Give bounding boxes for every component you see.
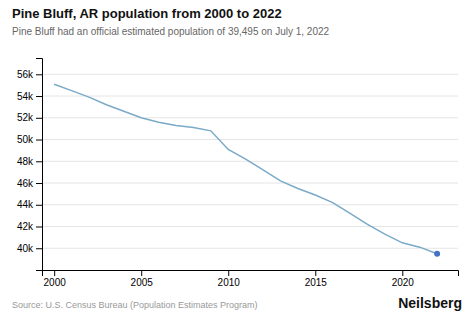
y-tick-mark [36, 118, 42, 119]
grid-line [42, 117, 458, 118]
y-tick: 48k [17, 156, 42, 167]
grid-line [42, 226, 458, 227]
x-tick-mark [315, 270, 316, 276]
y-tick-label: 42k [17, 221, 34, 232]
x-tick-label: 2000 [44, 277, 67, 288]
point [434, 251, 440, 257]
subtitle: Pine Bluff had an official estimated pop… [12, 26, 330, 37]
watermark: Neilsberg [398, 295, 462, 311]
y-tick-mark [36, 140, 42, 141]
grid-line [42, 183, 458, 184]
y-tick-mark [36, 248, 42, 249]
y-tick-label: 48k [17, 156, 34, 167]
plot: 2000 2005 2010 2015 2020 40k 42k 44k 46k 48k 50k 52… [17, 59, 459, 289]
y-tick-mark [36, 96, 42, 97]
y-axis-line [36, 59, 43, 271]
y-tick: 40k [17, 243, 42, 254]
y-tick: 44k [17, 199, 42, 210]
y-tick-label: 40k [17, 243, 34, 254]
y-tick-mark [36, 74, 42, 75]
y-tick: 54k [17, 91, 42, 102]
grid-line [42, 248, 458, 249]
y-tick-label: 44k [17, 199, 34, 210]
y-tick: 56k [17, 69, 42, 80]
grid-line [42, 139, 458, 140]
line [54, 84, 437, 253]
x-tick-label: 2010 [218, 277, 241, 288]
y-tick-label: 50k [17, 134, 34, 145]
y-tick-label: 54k [17, 91, 34, 102]
x-axis: 2000 2005 2010 2015 2020 [43, 270, 459, 288]
y-tick-mark [36, 227, 42, 228]
chart: Pine Bluff, AR population from 2000 to 2… [0, 0, 474, 316]
x-tick: 2010 [218, 270, 241, 288]
marks [54, 84, 440, 256]
y-tick: 50k [17, 134, 42, 145]
y-tick: 46k [17, 178, 42, 189]
y-tick-mark [36, 183, 42, 184]
x-tick-label: 2020 [392, 277, 415, 288]
x-tick-label: 2005 [131, 277, 154, 288]
x-axis-line [43, 271, 459, 277]
y-tick: 52k [17, 112, 42, 123]
y-tick: 42k [17, 221, 42, 232]
x-tick: 2005 [131, 270, 154, 288]
x-tick-label: 2015 [305, 277, 328, 288]
y-tick-mark [36, 161, 42, 162]
y-tick-mark [36, 205, 42, 206]
x-tick-mark [228, 270, 229, 276]
y-tick-label: 46k [17, 178, 34, 189]
title: Pine Bluff, AR population from 2000 to 2… [12, 6, 282, 21]
grid-line [42, 96, 458, 97]
y-axis: 40k 42k 44k 46k 48k 50k 52k 54k 56k [17, 59, 43, 271]
x-tick: 2000 [44, 270, 67, 288]
x-tick: 2020 [392, 270, 415, 288]
grid-line [42, 74, 458, 75]
y-tick-label: 56k [17, 69, 34, 80]
x-tick: 2015 [305, 270, 328, 288]
x-tick-mark [141, 270, 142, 276]
x-tick-mark [402, 270, 403, 276]
grid-line [42, 204, 458, 205]
x-tick-mark [54, 270, 55, 276]
y-tick-label: 52k [17, 112, 34, 123]
source: Source: U.S. Census Bureau (Population E… [12, 300, 258, 310]
